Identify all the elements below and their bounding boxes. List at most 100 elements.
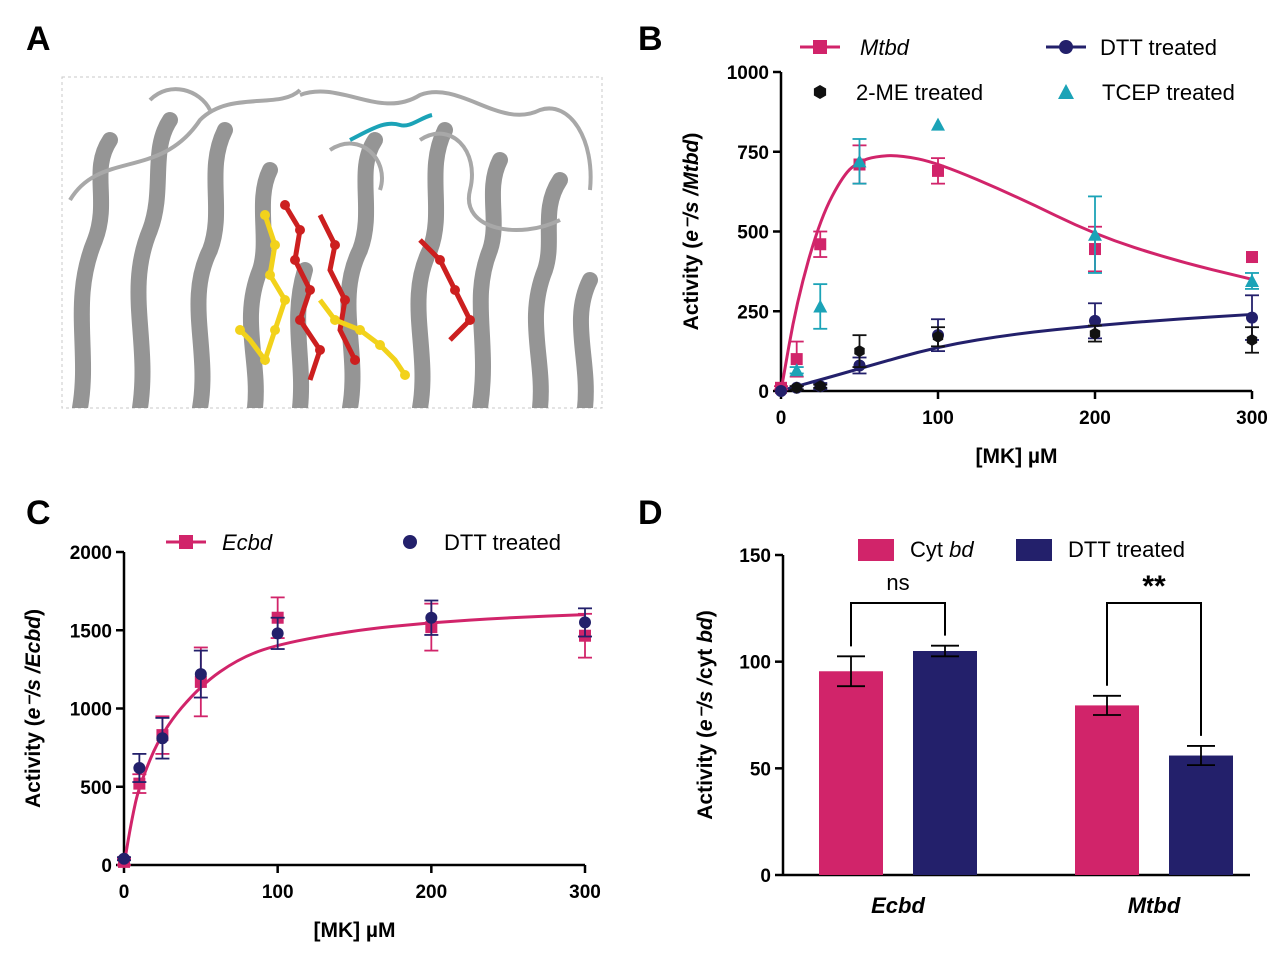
data-point (813, 299, 828, 313)
data-point (852, 154, 867, 168)
legend-label: DTT treated (1100, 35, 1217, 60)
x-tick-label: 100 (922, 408, 954, 429)
legend-marker (1058, 84, 1074, 99)
y-tick-label: 100 (739, 653, 771, 674)
x-tick-label: 200 (1079, 408, 1111, 429)
data-point (775, 385, 787, 397)
x-tick-label: 0 (776, 408, 787, 429)
fit-curve (122, 613, 586, 866)
data-point (1089, 314, 1101, 327)
data-point (118, 852, 130, 865)
y-tick-label: 150 (739, 546, 771, 567)
axis-label-part: Activity ( (694, 731, 717, 820)
data-point (194, 668, 207, 681)
axis-label-part: ) (694, 610, 717, 617)
data-point (1246, 334, 1258, 346)
bar (1075, 705, 1139, 875)
y-axis-label: Activity (e⁻/s /Mtbd) (680, 133, 703, 331)
data-point (932, 330, 944, 343)
legend-label: Mtbd (860, 35, 910, 60)
axis-label-part: ) (680, 133, 703, 140)
category-label: Mtbd (1128, 893, 1181, 918)
data-point (1246, 251, 1258, 264)
axis-label-part: Activity ( (22, 719, 45, 808)
data-point (579, 616, 591, 629)
axis-label-part: e⁻/s / (694, 677, 717, 731)
y-tick-label: 250 (737, 302, 769, 323)
axis-label-part: e⁻/s / (680, 188, 703, 242)
data-point (932, 164, 944, 177)
axis-label-part: ) (22, 609, 45, 616)
y-tick-label: 0 (758, 382, 769, 403)
chart-c: 0 500 1000 1500 2000 0 100 200 300 [MK] µM Activit… (22, 530, 601, 942)
data-point (271, 627, 284, 640)
legend-label: DTT treated (1068, 537, 1185, 562)
significance-bracket (850, 602, 946, 647)
legend-swatch (858, 539, 894, 561)
data-point (1088, 227, 1102, 241)
legend-swatch (1016, 539, 1052, 561)
category-label: Ecbd (871, 893, 925, 918)
legend-label-part: Cyt (910, 537, 949, 562)
bar (1169, 755, 1233, 875)
fit-curve (779, 154, 1253, 392)
data-point (1089, 327, 1101, 340)
x-axis-label: [MK] µM (313, 919, 395, 942)
data-point (931, 117, 945, 131)
axis-label-part: e⁻/s / (22, 665, 45, 719)
data-point (815, 380, 826, 393)
data-point (814, 238, 827, 251)
axis-label-part: Ecbd (22, 615, 45, 668)
y-tick-label: 1500 (70, 621, 112, 642)
axis-label-part: Mtbd (680, 138, 703, 189)
legend-marker (179, 535, 193, 549)
protein-structure-image (61, 76, 603, 409)
panel-letter-d: D (638, 494, 663, 532)
y-tick-label: 500 (80, 778, 112, 799)
legend-label-part: bd (949, 537, 974, 562)
legend-marker (1059, 40, 1073, 54)
y-tick-label: 2000 (70, 543, 112, 564)
data-point (1246, 311, 1258, 324)
data-point (133, 761, 146, 774)
axis-label-part: cyt (694, 643, 717, 679)
legend-label: Cyt bd (910, 537, 974, 562)
legend-marker (813, 85, 827, 99)
legend-label: DTT treated (444, 530, 561, 555)
y-tick-label: 0 (760, 866, 771, 887)
y-tick-label: 750 (737, 143, 769, 164)
panel-letter-a: A (26, 20, 51, 58)
data-point (789, 363, 804, 377)
data-point (854, 345, 865, 358)
x-tick-label: 0 (119, 882, 130, 903)
axis-label-part: bd (694, 616, 717, 643)
data-point (791, 381, 802, 394)
y-axis-label: Activity (e⁻/s /cyt bd) (694, 610, 717, 819)
data-point (133, 777, 146, 790)
legend-label: Ecbd (222, 530, 273, 555)
legend-label: TCEP treated (1102, 80, 1235, 105)
fit-curve (780, 312, 1253, 393)
y-tick-label: 1000 (70, 700, 112, 721)
data-point (790, 353, 803, 366)
ribbon-helices (68, 87, 598, 408)
chart-d: 0 50 100 150 Activity (e⁻/s /cyt bd) Ecbd Mtbd… (694, 537, 1250, 918)
y-tick-label: 500 (737, 223, 769, 244)
x-tick-label: 300 (569, 882, 601, 903)
y-tick-label: 50 (750, 759, 771, 780)
y-tick-label: 1000 (727, 63, 769, 84)
data-point (425, 611, 438, 624)
y-axis-label: Activity (e⁻/s /Ecbd) (22, 609, 45, 808)
x-tick-label: 300 (1236, 408, 1268, 429)
data-point (1245, 273, 1259, 287)
y-tick-label: 0 (101, 856, 112, 877)
data-point (156, 732, 169, 745)
significance-bracket (1106, 602, 1202, 736)
x-tick-label: 200 (415, 882, 447, 903)
panel-letter-b: B (638, 20, 663, 58)
x-axis-label: [MK] µM (975, 445, 1057, 468)
panel-letter-c: C (26, 494, 51, 532)
teal-segment (349, 113, 433, 142)
legend-marker (813, 40, 827, 54)
